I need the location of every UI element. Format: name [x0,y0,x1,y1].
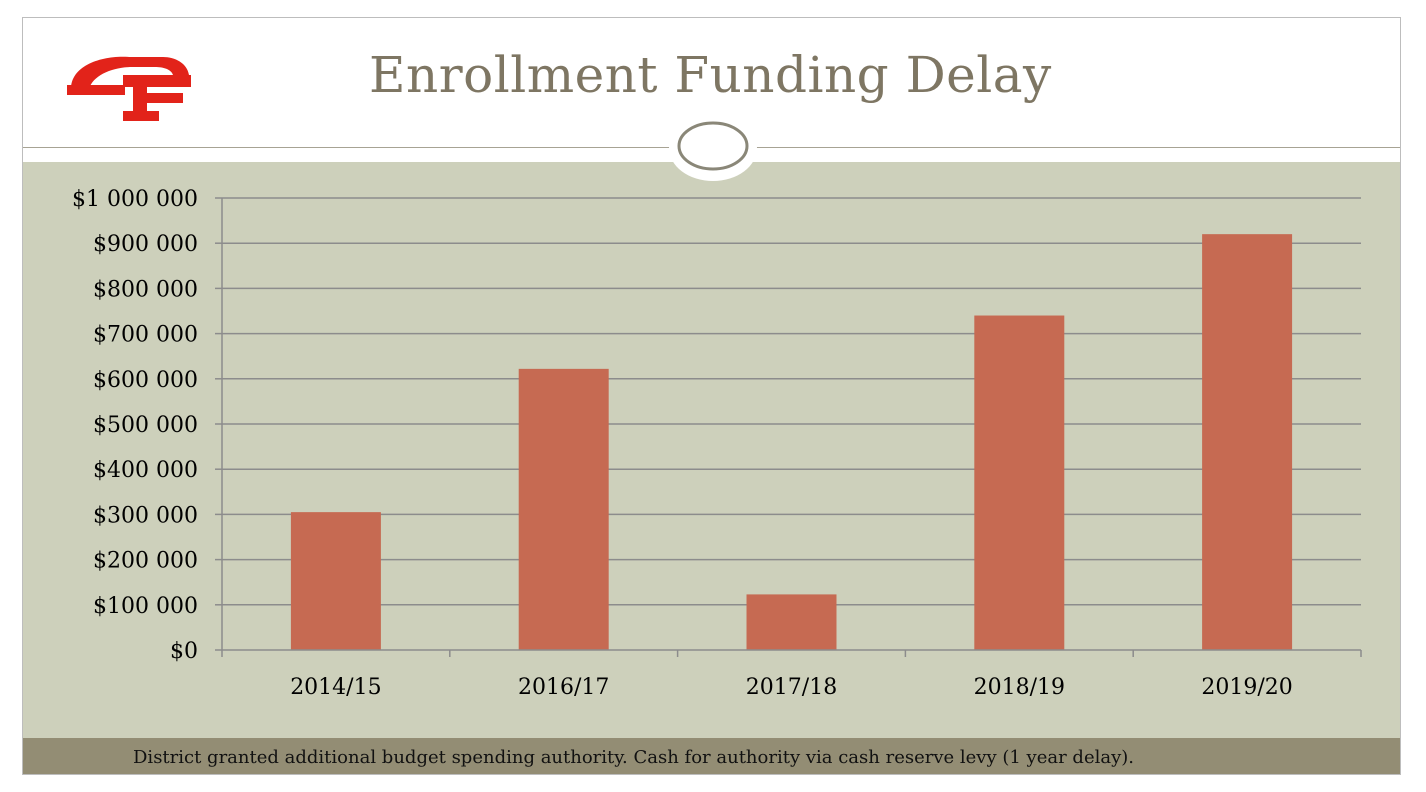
slide: Enrollment Funding Delay $0 $100 000 $200 … [22,17,1401,775]
y-tick-label: $800 000 [93,277,198,302]
bar-2018-19 [974,315,1065,650]
bar-2014-15 [290,512,381,650]
y-tick-label: $1 000 000 [72,187,198,212]
x-tick-label: 2017/18 [746,675,837,700]
y-tick-label: $900 000 [93,232,198,257]
y-tick-label: $600 000 [93,368,198,393]
y-tick-labels: $0 $100 000 $200 000 $300 000 $400 000 $500 0… [72,187,198,664]
footer-band: District granted additional budget spend… [23,738,1400,774]
y-tick-label: $400 000 [93,458,198,483]
axes [215,197,1362,657]
title-ornament-icon [669,115,757,181]
x-tick-label: 2014/15 [290,675,381,700]
bars [290,234,1293,650]
bar-2019-20 [1202,234,1293,650]
x-tick-label: 2019/20 [1201,675,1292,700]
bar-2016-17 [518,368,609,650]
gridlines [222,197,1361,606]
x-tick-labels: 2014/15 2016/17 2017/18 2018/19 2019/20 [290,675,1293,700]
x-tick-label: 2016/17 [518,675,609,700]
y-tick-label: $200 000 [93,549,198,574]
y-tick-label: $300 000 [93,503,198,528]
footer-note: District granted additional budget spend… [133,747,1135,768]
y-tick-label: $100 000 [93,594,198,619]
y-tick-label: $700 000 [93,323,198,348]
cf-logo-icon [67,56,191,121]
slide-title: Enrollment Funding Delay [369,46,1052,104]
y-tick-label: $500 000 [93,413,198,438]
chart-background [23,162,1400,738]
bar-chart: $0 $100 000 $200 000 $300 000 $400 000 $500 0… [72,187,1362,700]
x-tick-label: 2018/19 [974,675,1065,700]
bar-2017-18 [746,594,837,650]
y-tick-label: $0 [170,639,198,664]
